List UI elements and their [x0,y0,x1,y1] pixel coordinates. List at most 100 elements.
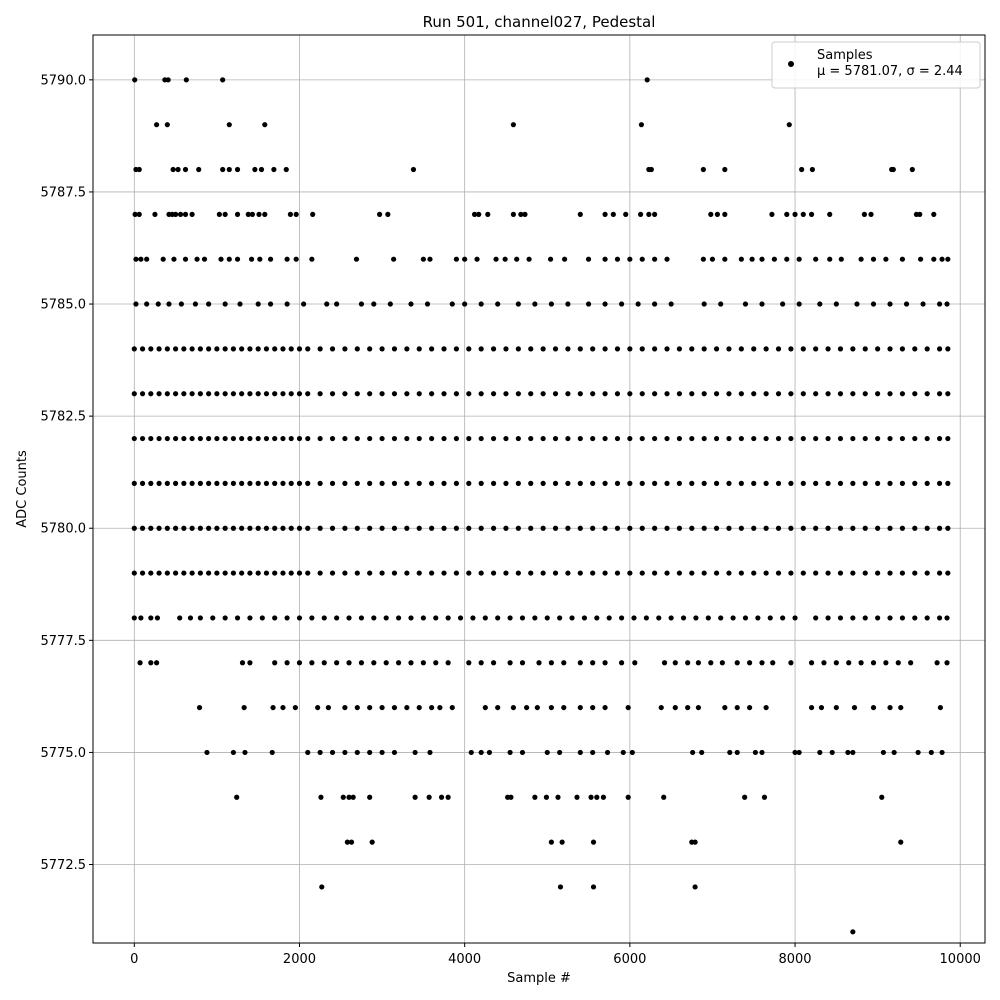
data-point [738,256,744,262]
data-point [284,615,290,621]
data-point [471,211,478,217]
data-point [482,615,488,621]
data-point [181,480,187,486]
data-point [813,615,819,621]
data-point [189,525,195,531]
data-point [701,301,707,307]
data-point [139,435,146,442]
legend-box [771,41,981,89]
data-point [269,749,275,756]
data-point [139,570,146,576]
data-point [196,704,203,711]
data-point [879,794,885,800]
data-point [701,480,707,486]
data-point [800,211,806,217]
data-point [391,704,398,711]
data-point [503,346,509,352]
data-point [752,749,758,756]
x-tick-label: 6000 [613,952,646,967]
data-point [734,704,740,711]
legend-stats: μ = 5781.07, σ = 2.44 [817,64,963,79]
data-point [664,256,670,262]
data-point [763,704,769,711]
data-point [206,301,212,307]
data-point [519,660,526,666]
data-point [577,211,583,217]
data-point [354,525,360,531]
data-point [263,346,270,352]
data-point [321,615,327,621]
data-point [664,346,670,352]
data-point [602,346,608,352]
data-point [557,884,564,890]
data-point [416,435,422,442]
data-point [917,256,924,262]
data-point [629,749,635,756]
data-point [296,435,303,442]
data-point [293,256,299,262]
data-point [775,525,782,531]
data-point [441,391,447,397]
data-point [453,525,460,531]
data-point [292,704,298,711]
data-point [358,660,365,666]
data-point [858,256,864,262]
data-point [623,211,629,217]
data-point [301,301,307,307]
data-point [631,615,637,621]
data-point [526,256,532,262]
data-point [478,301,484,307]
x-tick-label: 0 [130,952,138,967]
data-point [262,122,268,128]
data-point [182,166,189,173]
data-point [222,480,228,486]
data-point [508,794,514,800]
data-point [220,166,226,173]
data-point [775,346,782,352]
data-point [420,615,426,621]
data-point [590,480,596,486]
data-point [288,525,294,531]
data-point [652,211,658,217]
data-point [620,749,626,756]
data-point [726,570,732,576]
data-point [493,256,499,262]
data-point [267,301,274,307]
data-point [813,435,819,442]
data-point [354,391,360,397]
data-point [416,525,422,531]
data-point [870,704,877,711]
data-point [342,749,348,756]
data-point [726,391,732,397]
data-point [713,346,720,352]
data-point [701,525,707,531]
data-point [412,794,418,800]
data-point [226,122,232,128]
data-point [296,660,303,666]
data-point [936,525,943,531]
data-point [705,615,711,621]
data-point [490,660,497,666]
data-point [305,749,311,756]
data-point [868,211,874,217]
data-point [809,166,815,173]
data-point [652,346,658,352]
data-point [862,525,868,531]
data-point [912,435,918,442]
data-point [661,660,668,666]
data-point [561,704,567,711]
data-point [478,435,484,442]
data-point [429,570,435,576]
data-point [214,525,220,531]
x-axis-ticks: 0 2000 4000 6000 8000 10000 [130,943,981,967]
data-point [854,301,860,307]
data-point [367,704,373,711]
data-point [280,525,286,531]
data-point [182,256,189,262]
data-point [837,480,844,486]
data-point [602,570,608,576]
data-point [272,391,278,397]
data-point [367,749,373,756]
data-point [689,391,695,397]
data-point [577,435,583,442]
